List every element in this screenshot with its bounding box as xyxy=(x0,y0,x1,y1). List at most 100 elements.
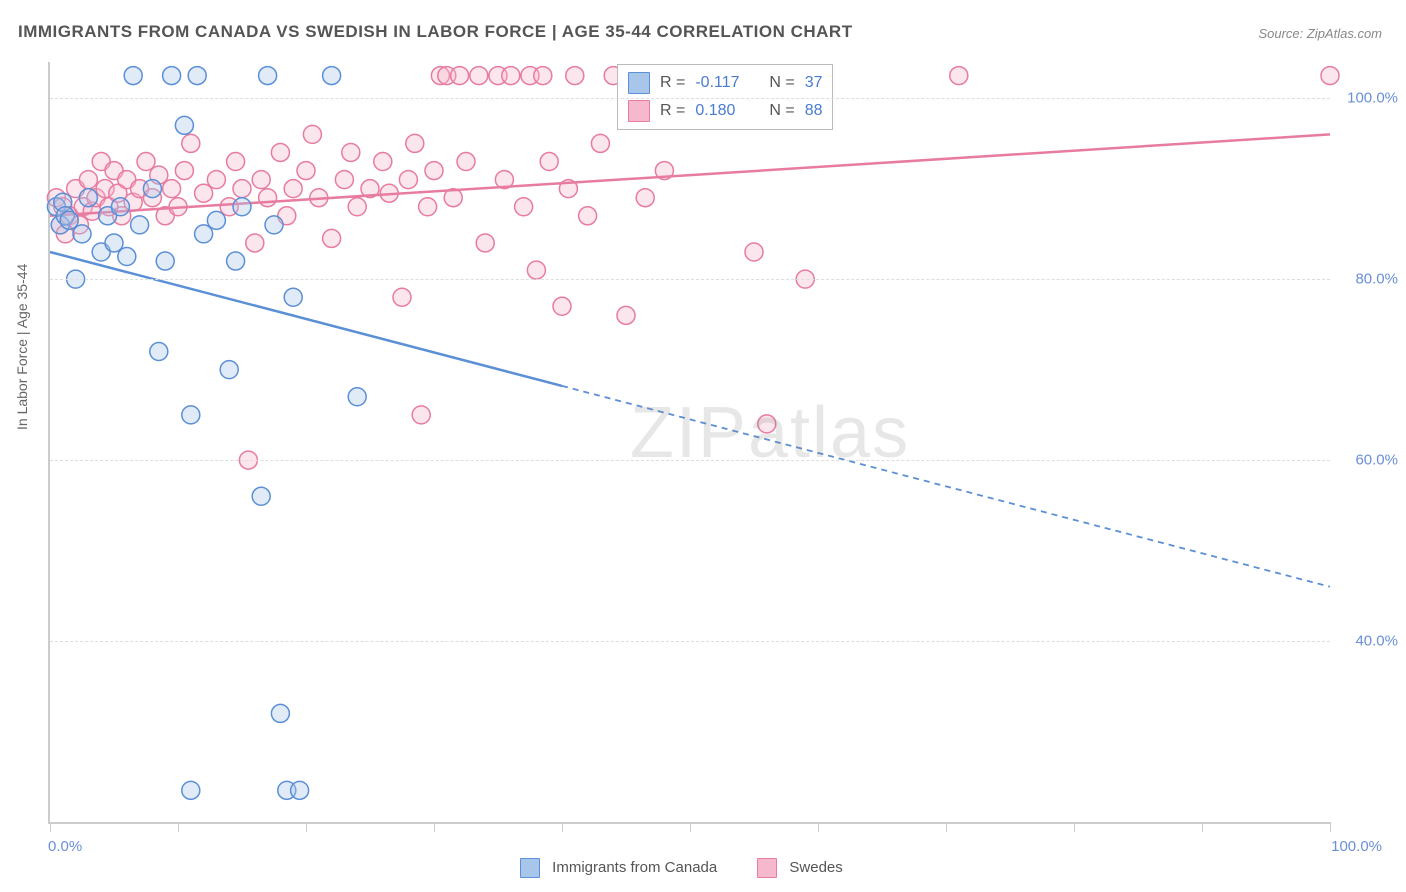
chart-svg xyxy=(50,62,1330,822)
scatter-point xyxy=(182,781,200,799)
scatter-point xyxy=(259,67,277,85)
x-tick xyxy=(818,822,819,832)
scatter-point xyxy=(476,234,494,252)
legend-item-series2: Swedes xyxy=(757,858,843,878)
x-tick xyxy=(178,822,179,832)
scatter-point xyxy=(137,153,155,171)
scatter-point xyxy=(105,234,123,252)
scatter-point xyxy=(182,134,200,152)
scatter-point xyxy=(73,225,91,243)
trend-line xyxy=(50,252,562,386)
x-tick xyxy=(50,822,51,832)
scatter-point xyxy=(79,171,97,189)
scatter-point xyxy=(124,67,142,85)
scatter-point xyxy=(399,171,417,189)
gridline xyxy=(50,279,1330,280)
x-tick xyxy=(1330,822,1331,832)
stats-row-series1: R = -0.117 N = 37 xyxy=(628,69,822,97)
scatter-point xyxy=(342,143,360,161)
trend-line-extrapolated xyxy=(562,386,1330,587)
gridline xyxy=(50,98,1330,99)
scatter-point xyxy=(233,198,251,216)
scatter-point xyxy=(284,288,302,306)
scatter-point xyxy=(246,234,264,252)
scatter-point xyxy=(553,297,571,315)
scatter-point xyxy=(515,198,533,216)
r-value-series2: 0.180 xyxy=(695,97,751,125)
scatter-point xyxy=(540,153,558,171)
scatter-point xyxy=(374,153,392,171)
scatter-point xyxy=(303,125,321,143)
chart-title: IMMIGRANTS FROM CANADA VS SWEDISH IN LAB… xyxy=(18,22,853,42)
r-label: R = xyxy=(660,97,685,125)
scatter-point xyxy=(150,343,168,361)
scatter-point xyxy=(950,67,968,85)
scatter-point xyxy=(265,216,283,234)
scatter-point xyxy=(348,388,366,406)
n-label: N = xyxy=(769,97,794,125)
scatter-point xyxy=(451,67,469,85)
scatter-point xyxy=(131,216,149,234)
scatter-point xyxy=(111,198,129,216)
y-axis-label: In Labor Force | Age 35-44 xyxy=(14,264,30,430)
scatter-point xyxy=(412,406,430,424)
scatter-point xyxy=(227,153,245,171)
scatter-point xyxy=(271,704,289,722)
x-tick xyxy=(434,822,435,832)
scatter-point xyxy=(259,189,277,207)
scatter-point xyxy=(79,189,97,207)
scatter-point xyxy=(227,252,245,270)
y-tick-label: 60.0% xyxy=(1355,452,1398,469)
stats-swatch-series2 xyxy=(628,100,650,122)
legend: Immigrants from Canada Swedes xyxy=(520,858,843,878)
x-tick-label-max: 100.0% xyxy=(1331,838,1382,855)
scatter-point xyxy=(406,134,424,152)
scatter-point xyxy=(457,153,475,171)
scatter-point xyxy=(188,67,206,85)
scatter-point xyxy=(163,180,181,198)
scatter-point xyxy=(182,406,200,424)
y-tick-label: 40.0% xyxy=(1355,633,1398,650)
gridline xyxy=(50,641,1330,642)
y-tick-label: 100.0% xyxy=(1347,90,1398,107)
scatter-point xyxy=(534,67,552,85)
stats-swatch-series1 xyxy=(628,72,650,94)
legend-swatch-series2 xyxy=(757,858,777,878)
scatter-point xyxy=(425,162,443,180)
scatter-point xyxy=(271,143,289,161)
scatter-point xyxy=(566,67,584,85)
legend-label-series2: Swedes xyxy=(789,859,842,876)
r-value-series1: -0.117 xyxy=(695,69,751,97)
scatter-point xyxy=(195,225,213,243)
x-tick xyxy=(946,822,947,832)
y-tick-label: 80.0% xyxy=(1355,271,1398,288)
n-value-series1: 37 xyxy=(805,69,823,97)
n-value-series2: 88 xyxy=(805,97,823,125)
scatter-point xyxy=(284,180,302,198)
legend-swatch-series1 xyxy=(520,858,540,878)
scatter-point xyxy=(470,67,488,85)
chart-plot-area: ZIPatlas R = -0.117 N = 37 R = 0.180 N =… xyxy=(48,62,1330,824)
scatter-point xyxy=(233,180,251,198)
scatter-point xyxy=(636,189,654,207)
gridline xyxy=(50,460,1330,461)
x-tick xyxy=(306,822,307,832)
scatter-point xyxy=(220,361,238,379)
scatter-point xyxy=(156,252,174,270)
scatter-point xyxy=(419,198,437,216)
scatter-point xyxy=(143,180,161,198)
r-label: R = xyxy=(660,69,685,97)
scatter-point xyxy=(195,184,213,202)
scatter-point xyxy=(118,248,136,266)
scatter-point xyxy=(393,288,411,306)
scatter-point xyxy=(60,211,78,229)
n-label: N = xyxy=(769,69,794,97)
scatter-point xyxy=(323,67,341,85)
scatter-point xyxy=(591,134,609,152)
scatter-point xyxy=(291,781,309,799)
scatter-point xyxy=(207,211,225,229)
scatter-point xyxy=(323,229,341,247)
x-tick xyxy=(1074,822,1075,832)
x-tick-label-min: 0.0% xyxy=(48,838,82,855)
x-tick xyxy=(1202,822,1203,832)
